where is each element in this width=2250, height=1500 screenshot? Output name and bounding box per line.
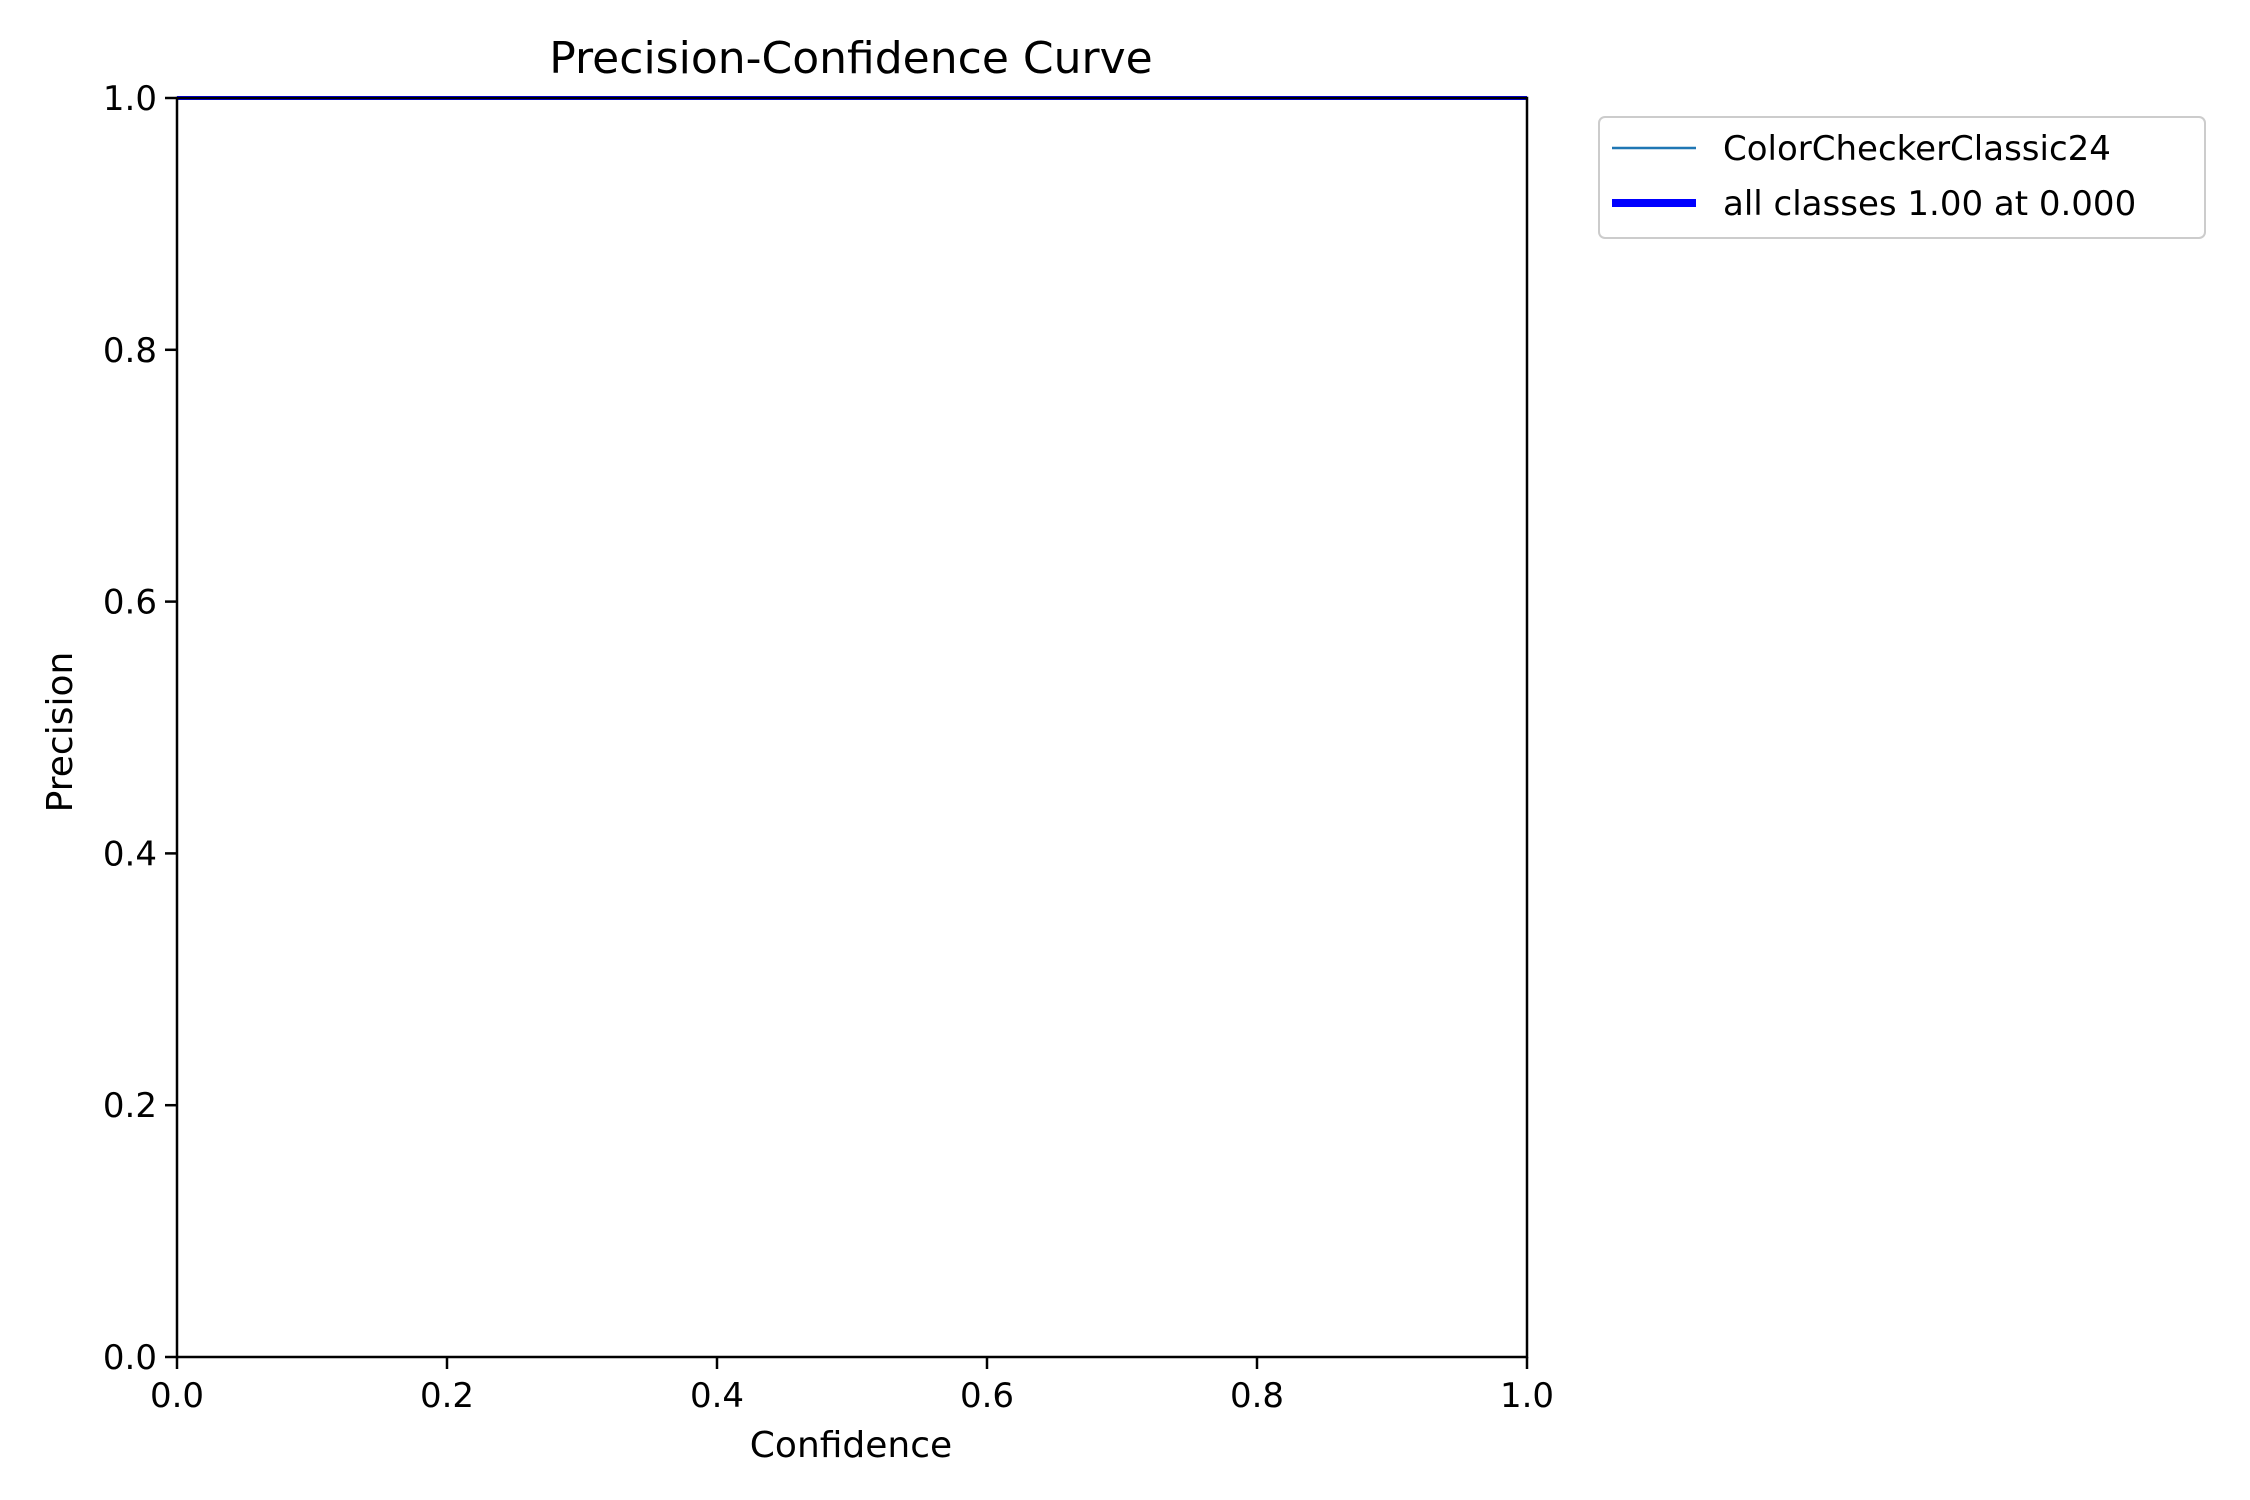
y-tick-label: 0.0 <box>103 1338 157 1378</box>
legend-label-1: all classes 1.00 at 0.000 <box>1723 184 2136 224</box>
y-tick-label: 1.0 <box>103 79 157 119</box>
chart-title: Precision-Confidence Curve <box>549 33 1152 84</box>
legend: ColorCheckerClassic24 all classes 1.00 at… <box>1598 116 2206 239</box>
y-tick-label: 0.6 <box>103 583 157 623</box>
x-tick-label: 0.6 <box>960 1376 1014 1416</box>
y-tick-label: 0.2 <box>103 1086 157 1126</box>
legend-label-0: ColorCheckerClassic24 <box>1723 129 2111 169</box>
legend-box <box>1598 116 2206 239</box>
x-tick-label: 0.4 <box>690 1376 744 1416</box>
x-tick-label: 0.0 <box>150 1376 204 1416</box>
y-tick-label: 0.4 <box>103 834 157 874</box>
x-axis-label: Confidence <box>750 1425 952 1466</box>
x-tick-label: 1.0 <box>1500 1376 1554 1416</box>
x-tick-label: 0.8 <box>1230 1376 1284 1416</box>
plot-frame <box>175 96 1529 1359</box>
y-axis-label: Precision <box>40 652 81 813</box>
y-tick-label: 0.8 <box>103 331 157 371</box>
x-tick-label: 0.2 <box>420 1376 474 1416</box>
